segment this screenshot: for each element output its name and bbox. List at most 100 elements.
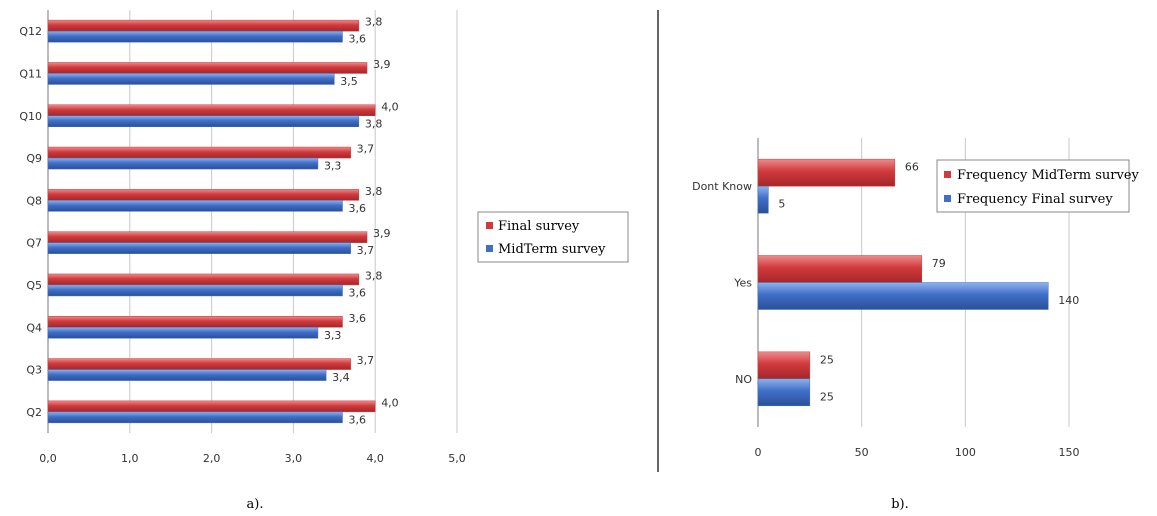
- chart-b-legend-final-label: Frequency Final survey: [957, 192, 1113, 207]
- b-bar: [757, 282, 1049, 310]
- a-x-tick-label: 1,0: [121, 452, 139, 465]
- b-bar: [757, 185, 769, 214]
- chart-b-legend-swatch-final: [944, 195, 951, 202]
- a-data-label: 3,7: [357, 143, 375, 156]
- b-data-label: 5: [778, 198, 785, 211]
- a-data-label: 3,9: [373, 58, 391, 71]
- chart-b-panel-label: b).: [891, 497, 909, 512]
- a-category-label: Q7: [26, 237, 42, 250]
- b-data-label: 25: [820, 390, 834, 403]
- a-data-label: 3,4: [332, 371, 350, 384]
- a-category-label: Q8: [26, 194, 42, 207]
- a-category-label: Q5: [26, 279, 42, 292]
- b-data-label: 79: [932, 257, 946, 270]
- a-bar: [47, 369, 327, 381]
- a-bar: [47, 115, 360, 127]
- b-bar: [757, 255, 923, 283]
- chart-a-data-labels: 4,0 3,6 3,7 3,4 3,6 3,3 3,8 3,6 3,9 3,7 3,8 3,6 3,7 3…: [324, 16, 399, 427]
- b-bar: [757, 351, 811, 380]
- a-x-tick-label: 4,0: [366, 452, 384, 465]
- chart-a-legend-swatch-midterm: [486, 245, 493, 252]
- a-data-label: 4,0: [381, 396, 399, 409]
- a-bar: [47, 284, 343, 297]
- chart-a-x-tick-labels: 0,0 1,0 2,0 3,0 4,0 5,0: [39, 452, 466, 465]
- a-bar: [47, 62, 368, 74]
- chart-b-legend-midterm-label: Frequency MidTerm survey: [957, 168, 1140, 183]
- a-category-label: Q3: [26, 364, 42, 377]
- a-bar: [47, 358, 351, 370]
- a-category-label: Q11: [19, 67, 42, 80]
- a-bar: [47, 157, 319, 170]
- a-category-label: Q10: [19, 110, 42, 123]
- chart-a-legend: Final survey MidTerm survey: [477, 211, 629, 263]
- a-x-tick-label: 3,0: [285, 452, 303, 465]
- b-category-label: NO: [735, 373, 752, 386]
- chart-a-panel-label: a).: [247, 497, 264, 512]
- a-data-label: 3,6: [348, 33, 366, 46]
- a-data-label: 3,8: [365, 185, 383, 198]
- a-bar: [47, 231, 368, 243]
- a-bar: [47, 273, 360, 286]
- a-bar: [47, 242, 351, 254]
- chart-b-category-labels: NO Yes Dont Know: [692, 180, 752, 386]
- a-category-label: Q2: [26, 406, 42, 419]
- a-data-label: 3,8: [365, 16, 383, 29]
- a-bar: [47, 411, 343, 424]
- a-bar: [47, 316, 343, 328]
- chart-a-legend-swatch-final: [486, 222, 493, 229]
- a-category-label: Q9: [26, 152, 42, 165]
- a-x-tick-label: 2,0: [203, 452, 221, 465]
- a-bar: [47, 73, 335, 85]
- chart-a: 4,0 3,6 3,7 3,4 3,6 3,3 3,8 3,6 3,9 3,7 3,8 3,6 3,7 3…: [19, 10, 629, 512]
- a-bar: [47, 400, 376, 413]
- a-bar: [47, 19, 360, 32]
- b-x-tick-label: 50: [855, 446, 869, 459]
- chart-a-category-labels: Q2 Q3 Q4 Q5 Q7 Q8 Q9 Q10 Q11 Q12: [19, 25, 42, 419]
- a-bar: [47, 104, 376, 116]
- b-data-label: 140: [1058, 294, 1079, 307]
- b-data-label: 25: [820, 353, 834, 366]
- chart-b: 25 25 79 140 66 5 NO Yes Dont Know 0 50 100 150 Fr…: [692, 138, 1140, 512]
- chart-b-legend-box: [936, 159, 1130, 213]
- b-bar: [757, 378, 811, 407]
- b-x-tick-label: 150: [1059, 446, 1080, 459]
- chart-b-x-tick-labels: 0 50 100 150: [755, 446, 1080, 459]
- a-data-label: 3,9: [373, 227, 391, 240]
- chart-b-legend: Frequency MidTerm survey Frequency Final…: [936, 159, 1140, 213]
- b-bar: [757, 158, 896, 187]
- b-x-tick-label: 0: [755, 446, 762, 459]
- a-data-label: 3,7: [357, 244, 375, 257]
- a-data-label: 3,5: [340, 75, 358, 88]
- a-bar: [47, 327, 319, 339]
- a-bar: [47, 146, 351, 159]
- b-category-label: Dont Know: [692, 180, 752, 193]
- a-category-label: Q12: [19, 25, 42, 38]
- a-data-label: 3,3: [324, 329, 342, 342]
- chart-b-bars: [757, 158, 1049, 407]
- a-data-label: 3,6: [348, 286, 366, 299]
- a-bar: [47, 30, 343, 43]
- chart-b-data-labels: 25 25 79 140 66 5: [778, 161, 1079, 404]
- a-data-label: 3,7: [357, 354, 375, 367]
- chart-a-legend-box: [477, 211, 629, 263]
- b-data-label: 66: [905, 161, 919, 174]
- chart-a-legend-midterm-label: MidTerm survey: [498, 242, 606, 257]
- a-data-label: 4,0: [381, 100, 399, 113]
- chart-b-legend-swatch-midterm: [944, 171, 951, 178]
- a-data-label: 3,6: [348, 413, 366, 426]
- a-x-tick-label: 0,0: [39, 452, 57, 465]
- a-data-label: 3,8: [365, 117, 383, 130]
- b-x-tick-label: 100: [955, 446, 976, 459]
- a-data-label: 3,3: [324, 160, 342, 173]
- a-data-label: 3,6: [348, 312, 366, 325]
- a-x-tick-label: 5,0: [448, 452, 466, 465]
- chart-a-bars: [47, 19, 376, 424]
- chart-a-legend-final-label: Final survey: [498, 219, 580, 234]
- a-bar: [47, 189, 360, 201]
- a-category-label: Q4: [26, 321, 42, 334]
- b-category-label: Yes: [733, 277, 752, 290]
- a-data-label: 3,8: [365, 269, 383, 282]
- a-data-label: 3,6: [348, 202, 366, 215]
- a-bar: [47, 200, 343, 212]
